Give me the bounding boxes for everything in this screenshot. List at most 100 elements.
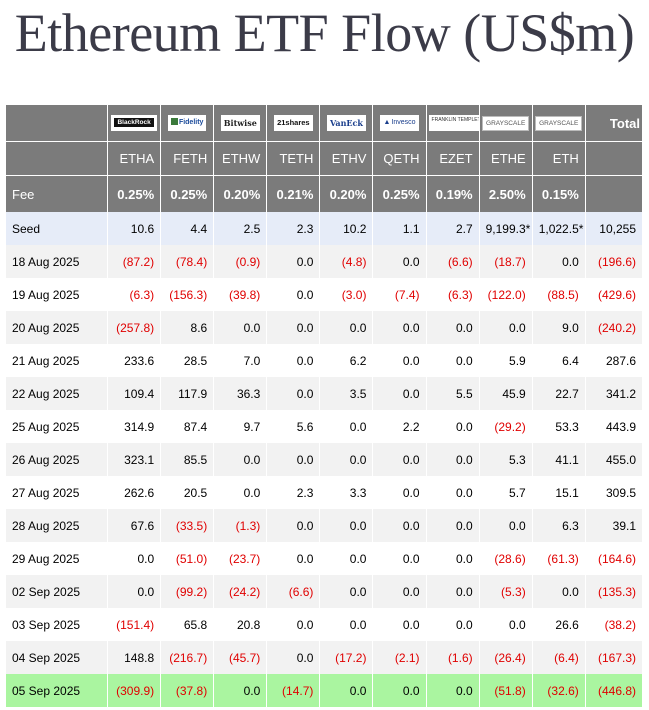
flow-cell: (99.2)	[161, 575, 215, 608]
flow-cell: 0.0	[267, 641, 321, 674]
row-total: (196.6)	[585, 245, 643, 278]
flow-cell: 148.8	[108, 641, 162, 674]
row-total: (429.6)	[585, 278, 643, 311]
flow-cell: (6.6)	[267, 575, 321, 608]
flow-cell: 8.6	[161, 311, 215, 344]
row-date: 05 Sep 2025	[6, 674, 109, 707]
flow-cell: 323.1	[108, 443, 162, 476]
flow-cell: (3.0)	[320, 278, 374, 311]
flow-cell: (17.2)	[320, 641, 374, 674]
table-row: 22 Aug 2025 109.4 117.9 36.3 0.0 3.5 0.0 5.5 45.…	[6, 377, 643, 410]
flow-cell: 0.0	[426, 674, 480, 707]
fee-cell: 0.20%	[214, 175, 268, 212]
fee-cell: 0.25%	[161, 175, 215, 212]
flow-cell: 9,199.3*	[479, 212, 533, 245]
issuer-logo-franklin: FRANKLIN TEMPLETON	[426, 105, 480, 141]
flow-cell: 26.6	[532, 608, 586, 641]
table-row: 29 Aug 2025 0.0 (51.0) (23.7) 0.0 0.0 0.0 0.0 (2…	[6, 542, 643, 575]
ticker-total-empty	[585, 141, 643, 175]
page-title: Ethereum ETF Flow (US$m)	[14, 3, 635, 63]
row-date: 04 Sep 2025	[6, 641, 109, 674]
flow-cell: 0.0	[373, 344, 427, 377]
ticker-cell: ETHV	[320, 141, 374, 175]
issuer-logo-invesco: ▲Invesco	[373, 105, 427, 141]
flow-cell: 5.5	[426, 377, 480, 410]
flow-cell: (61.3)	[532, 542, 586, 575]
flow-cell: 0.0	[426, 575, 480, 608]
row-date: 21 Aug 2025	[6, 344, 109, 377]
flow-cell: 0.0	[373, 509, 427, 542]
fee-cell: 0.25%	[108, 175, 162, 212]
flow-cell: 6.4	[532, 344, 586, 377]
row-total: 287.6	[585, 344, 643, 377]
flow-cell: 314.9	[108, 410, 162, 443]
row-total: 39.1	[585, 509, 643, 542]
row-date: 25 Aug 2025	[6, 410, 109, 443]
flow-cell: 0.0	[373, 377, 427, 410]
flow-cell: 0.0	[320, 674, 374, 707]
flow-cell: 0.0	[320, 575, 374, 608]
flow-cell: 0.0	[320, 410, 374, 443]
issuer-logo-row: BlackRock Fidelity Bitwise 21shares VanE…	[6, 105, 643, 141]
flow-cell: 0.0	[267, 509, 321, 542]
flow-cell: 0.0	[532, 245, 586, 278]
row-date: 18 Aug 2025	[6, 245, 109, 278]
flow-cell: (7.4)	[373, 278, 427, 311]
flow-cell: 0.0	[426, 608, 480, 641]
flow-cell: 0.0	[108, 542, 162, 575]
flow-cell: 65.8	[161, 608, 215, 641]
flow-cell: 0.0	[426, 476, 480, 509]
row-total: 455.0	[585, 443, 643, 476]
flow-cell: (29.2)	[479, 410, 533, 443]
flow-cell: (1.6)	[426, 641, 480, 674]
flow-cell: (78.4)	[161, 245, 215, 278]
issuer-logo-grayscale-ethe: GRAYSCALE	[479, 105, 533, 141]
flow-cell: (26.4)	[479, 641, 533, 674]
table-row: 05 Sep 2025 (309.9) (37.8) 0.0 (14.7) 0.0 0.0 0…	[6, 674, 643, 707]
flow-cell: (1.3)	[214, 509, 268, 542]
flow-cell: 45.9	[479, 377, 533, 410]
flow-cell: 41.1	[532, 443, 586, 476]
flow-cell: 0.0	[532, 575, 586, 608]
flow-cell: 0.0	[320, 443, 374, 476]
flow-cell: (45.7)	[214, 641, 268, 674]
fee-cell: 0.25%	[373, 175, 427, 212]
flow-cell: 0.0	[267, 344, 321, 377]
flow-cell: 4.4	[161, 212, 215, 245]
row-total: (164.6)	[585, 542, 643, 575]
ticker-corner	[6, 141, 109, 175]
flow-cell: (156.3)	[161, 278, 215, 311]
row-date: 20 Aug 2025	[6, 311, 109, 344]
flow-cell: 1.1	[373, 212, 427, 245]
flow-cell: 2.2	[373, 410, 427, 443]
row-date: 03 Sep 2025	[6, 608, 109, 641]
flow-cell: (23.7)	[214, 542, 268, 575]
row-date: 02 Sep 2025	[6, 575, 109, 608]
flow-cell: (87.2)	[108, 245, 162, 278]
flow-cell: 1,022.5*	[532, 212, 586, 245]
flow-cell: 0.0	[214, 674, 268, 707]
flow-cell: 67.6	[108, 509, 162, 542]
flow-cell: 0.0	[426, 311, 480, 344]
table-row: 26 Aug 2025 323.1 85.5 0.0 0.0 0.0 0.0 0.0 5.3 41…	[6, 443, 643, 476]
flow-cell: (14.7)	[267, 674, 321, 707]
issuer-logo-grayscale-eth: GRAYSCALE	[532, 105, 586, 141]
flow-cell: 0.0	[426, 542, 480, 575]
flow-cell: 7.0	[214, 344, 268, 377]
etf-flow-table: BlackRock Fidelity Bitwise 21shares VanE…	[6, 105, 643, 707]
flow-cell: 15.1	[532, 476, 586, 509]
flow-cell: 0.0	[267, 245, 321, 278]
flow-cell: (32.6)	[532, 674, 586, 707]
flow-cell: (0.9)	[214, 245, 268, 278]
flow-cell: 3.3	[320, 476, 374, 509]
flow-cell: 0.0	[267, 443, 321, 476]
flow-cell: 0.0	[479, 608, 533, 641]
flow-cell: 233.6	[108, 344, 162, 377]
ticker-cell: EZET	[426, 141, 480, 175]
flow-cell: 0.0	[108, 575, 162, 608]
flow-cell: 0.0	[267, 377, 321, 410]
fee-cell: 0.19%	[426, 175, 480, 212]
flow-table-body: Seed 10.6 4.4 2.5 2.3 10.2 1.1 2.7 9,199.3* 1,022…	[6, 212, 643, 707]
table-row: 19 Aug 2025 (6.3) (156.3) (39.8) 0.0 (3.0) (7.…	[6, 278, 643, 311]
flow-cell: 262.6	[108, 476, 162, 509]
